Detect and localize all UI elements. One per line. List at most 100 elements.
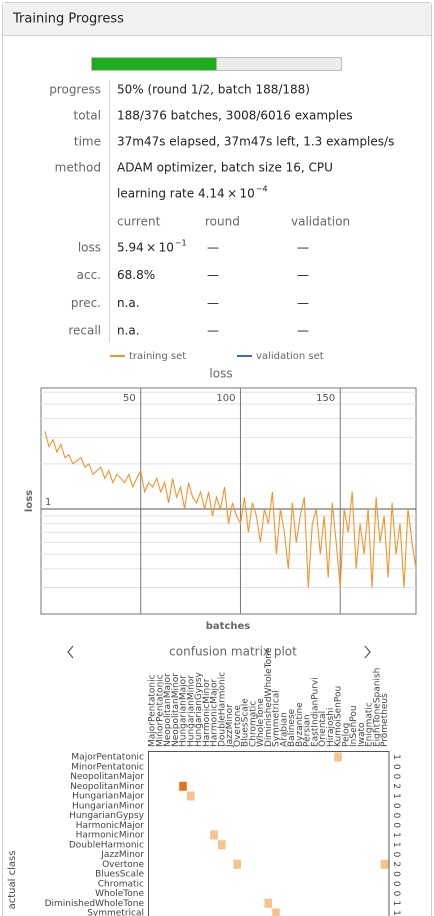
matrix-frame bbox=[148, 751, 390, 916]
metrics-label: acc. bbox=[77, 268, 101, 282]
column-label: Hirajoshi bbox=[326, 708, 336, 747]
row-total: 0 bbox=[391, 852, 401, 858]
metrics-cell: 5.94 × 10 bbox=[117, 241, 174, 255]
column-label: Overtone bbox=[233, 705, 243, 747]
row-total: 2 bbox=[391, 861, 401, 867]
loss-line bbox=[44, 431, 417, 588]
info-label: time bbox=[74, 135, 101, 149]
column-label: Persian bbox=[303, 714, 313, 747]
metrics-cell: — bbox=[207, 241, 219, 255]
column-label: Prometheus bbox=[380, 693, 390, 747]
row-label: DoubleHarmonic bbox=[69, 840, 144, 850]
column-label: Byzantine bbox=[295, 702, 305, 747]
row-total: 1 bbox=[391, 793, 401, 799]
column-label: NeopolitanMajor bbox=[163, 673, 173, 747]
metrics-cell: n.a. bbox=[117, 296, 140, 310]
row-label: WholeTone bbox=[95, 889, 144, 899]
column-label: MinorPentatonic bbox=[155, 674, 165, 747]
next-button[interactable] bbox=[364, 645, 371, 659]
column-label: BluesScale bbox=[241, 698, 251, 747]
matrix-y-label: actual class bbox=[7, 851, 18, 910]
metrics-column: round bbox=[205, 215, 240, 229]
metrics-column: validation bbox=[291, 215, 350, 229]
matrix-cell bbox=[217, 840, 226, 850]
row-label: NeopolitanMajor bbox=[70, 772, 144, 782]
metrics-cell: 68.8% bbox=[117, 268, 155, 282]
row-total: 0 bbox=[391, 822, 401, 828]
info-value: ADAM optimizer, batch size 16, CPU bbox=[117, 161, 333, 175]
metrics-cell: — bbox=[207, 268, 219, 282]
header-title: Training Progress bbox=[12, 12, 124, 27]
y-axis-label: loss bbox=[24, 490, 35, 512]
learning-rate: learning rate 4.14 × 10 bbox=[117, 187, 255, 201]
metrics-cell: — bbox=[297, 324, 309, 338]
header-bar bbox=[3, 3, 431, 35]
row-label: Chromatic bbox=[98, 879, 144, 889]
row-total: 2 bbox=[391, 783, 401, 789]
metrics-cell: n.a. bbox=[117, 324, 140, 338]
row-label: Overtone bbox=[102, 860, 144, 870]
plot-frame bbox=[40, 387, 417, 615]
row-total: 1 bbox=[391, 754, 401, 760]
row-total: 0 bbox=[391, 881, 401, 887]
row-label: HungarianMajor bbox=[72, 792, 144, 802]
progress-fill bbox=[92, 58, 217, 70]
nav-title: confusion matrix plot bbox=[169, 645, 297, 659]
row-total: 1 bbox=[391, 842, 401, 848]
column-label: HungarianGypsy bbox=[194, 671, 204, 747]
column-label: Balinese bbox=[287, 708, 297, 747]
metrics-cell: — bbox=[297, 268, 309, 282]
row-label: HungarianMinor bbox=[72, 801, 144, 811]
column-label: Symmetrical bbox=[272, 690, 282, 747]
column-label: Pelog bbox=[341, 723, 351, 747]
metrics-column: current bbox=[117, 215, 161, 229]
matrix-cell bbox=[210, 830, 218, 840]
metrics-cell: — bbox=[207, 296, 219, 310]
column-label: InSenPou bbox=[349, 705, 359, 747]
x-tick-label: 50 bbox=[123, 393, 136, 404]
row-total: 1 bbox=[391, 832, 401, 838]
metrics-cell: — bbox=[297, 296, 309, 310]
column-label: Arabian bbox=[279, 712, 289, 747]
column-label: HungarianMinor bbox=[186, 675, 196, 747]
column-label: DoubleHarmonic bbox=[217, 672, 227, 747]
row-total: 0 bbox=[391, 774, 401, 780]
chart-title: loss bbox=[209, 367, 232, 381]
row-label: BluesScale bbox=[95, 870, 144, 880]
row-label: NeopolitanMinor bbox=[70, 782, 144, 792]
metrics-label: prec. bbox=[71, 296, 101, 310]
column-label: KumoiSenPou bbox=[334, 686, 344, 747]
row-label: MajorPentatonic bbox=[71, 753, 144, 763]
column-label: Enigmatic bbox=[365, 702, 375, 747]
row-label: JazzMinor bbox=[100, 850, 144, 860]
column-label: Chromatic bbox=[248, 701, 258, 747]
column-label: MajorPentatonic bbox=[148, 674, 158, 747]
row-label: HarmonicMajor bbox=[76, 821, 145, 831]
column-label: HarmonicMajor bbox=[210, 678, 220, 747]
row-total: 0 bbox=[391, 813, 401, 819]
row-total: 1 bbox=[391, 910, 401, 916]
matrix-cell bbox=[179, 781, 187, 791]
column-label: JazzMinor bbox=[225, 704, 235, 748]
metrics-label: recall bbox=[68, 324, 101, 338]
column-label: Oriental bbox=[318, 711, 328, 747]
column-label: Iwato bbox=[357, 722, 367, 747]
prev-button[interactable] bbox=[67, 645, 74, 659]
row-total: 0 bbox=[391, 764, 401, 770]
row-total: 0 bbox=[391, 803, 401, 809]
row-label: HarmonicMinor bbox=[76, 831, 145, 841]
info-value: 188/376 batches, 3008/6016 examples bbox=[117, 109, 353, 123]
column-label: NeopolitanMinor bbox=[171, 673, 181, 747]
legend-label: validation set bbox=[256, 351, 324, 362]
matrix-cell bbox=[264, 898, 273, 908]
column-label: HarmonicMinor bbox=[202, 678, 212, 747]
info-label: progress bbox=[49, 83, 101, 97]
matrix-cell bbox=[334, 752, 342, 762]
matrix-cell bbox=[186, 791, 195, 801]
column-label: EastIndianPurvi bbox=[310, 677, 320, 747]
matrix-cell bbox=[380, 859, 389, 869]
y-tick-label: 1 bbox=[45, 497, 51, 508]
matrix-cell bbox=[272, 908, 280, 916]
metrics-label: loss bbox=[78, 241, 101, 255]
